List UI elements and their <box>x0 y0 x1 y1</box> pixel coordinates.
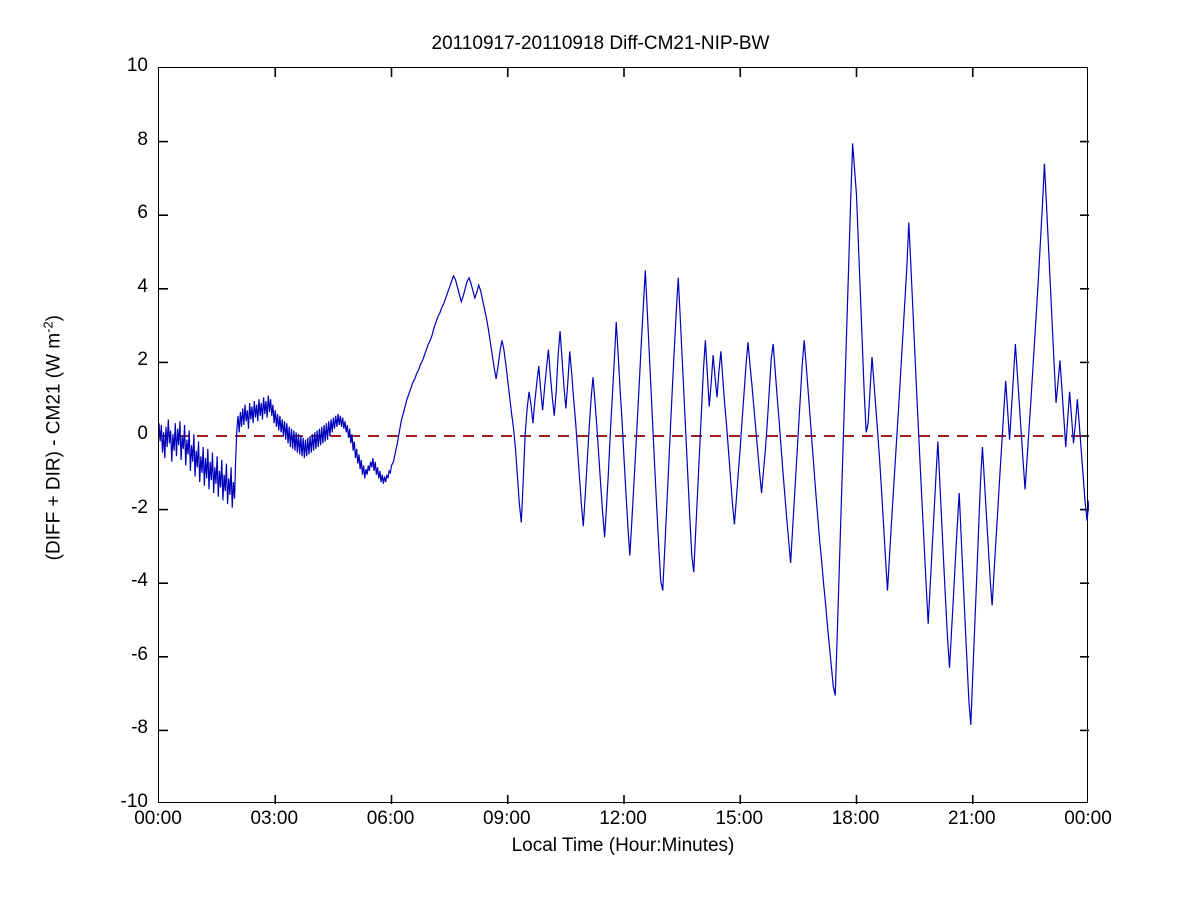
plot-svg <box>159 68 1089 804</box>
y-tick-label: 10 <box>126 55 148 76</box>
y-axis-label-prefix: (DIFF + DIR) - CM21 (W m <box>43 332 65 561</box>
x-tick-label: 21:00 <box>947 808 996 829</box>
x-tick-label: 00:00 <box>134 808 182 829</box>
x-tick-label: 00:00 <box>1064 808 1112 829</box>
y-tick-label: 0 <box>137 423 148 444</box>
data-series-line <box>159 143 1089 725</box>
x-axis-label: Local Time (Hour:Minutes) <box>511 835 735 856</box>
y-axis-label-exponent: -2 <box>40 321 56 333</box>
y-tick-label: 6 <box>137 202 148 224</box>
y-axis-label-suffix: ) <box>43 314 65 322</box>
x-tick-label: 18:00 <box>831 808 880 829</box>
y-tick-label: 8 <box>137 128 148 150</box>
x-tick-label: 06:00 <box>366 808 415 829</box>
x-tick-label: 09:00 <box>482 808 531 829</box>
y-tick-label: 2 <box>137 349 148 371</box>
y-tick-label: 4 <box>137 275 148 297</box>
x-tick-label: 12:00 <box>599 808 647 829</box>
y-axis-label: (DIFF + DIR) - CM21 (W m-2) <box>40 138 65 738</box>
y-tick-label: -10 <box>120 791 148 812</box>
chart-title: 20110917-20110918 Diff-CM21-NIP-BW <box>431 33 770 54</box>
y-tick-label: -6 <box>131 643 148 665</box>
y-tick-label: -8 <box>131 717 148 739</box>
y-tick-label: -2 <box>131 496 148 518</box>
axis-ticks <box>159 68 1089 804</box>
plot-axes <box>158 67 1089 804</box>
x-tick-label: 03:00 <box>250 808 299 829</box>
y-tick-label: -4 <box>131 570 148 592</box>
x-tick-label: 15:00 <box>715 808 764 829</box>
